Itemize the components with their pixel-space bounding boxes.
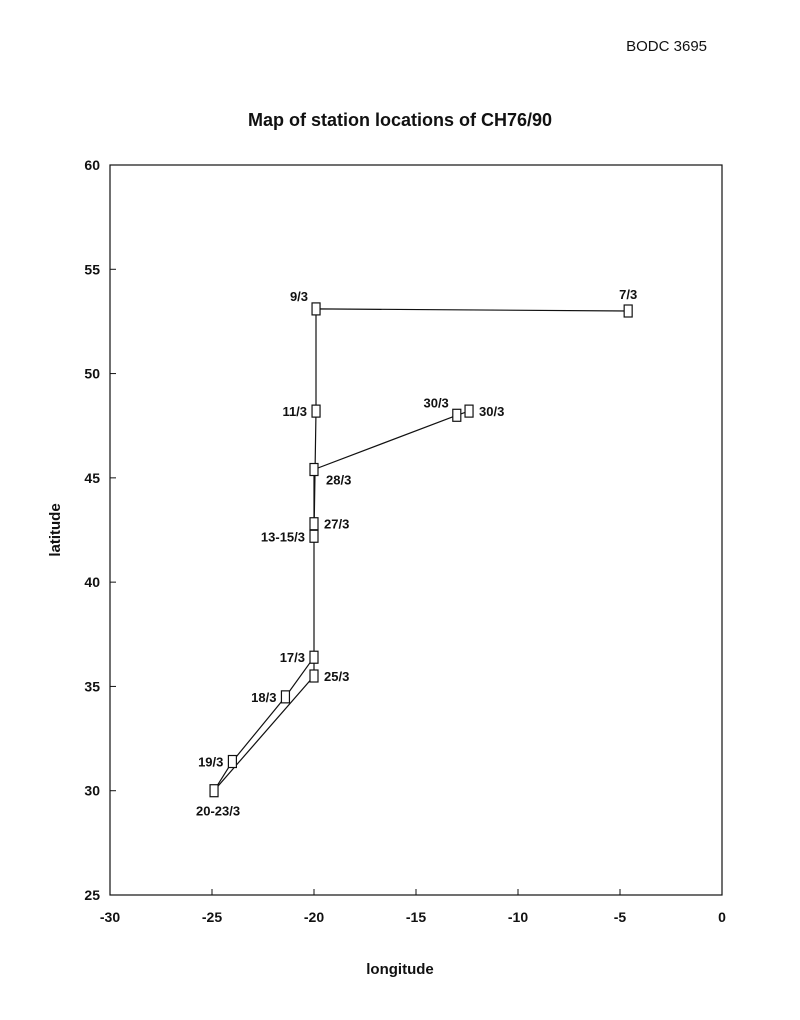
station-label: 7/3: [619, 287, 637, 302]
document-reference: BODC 3695: [626, 38, 707, 55]
station-label: 13-15/3: [261, 529, 305, 544]
station-marker: [227, 754, 237, 769]
station-marker: [309, 669, 319, 683]
station-label: 30/3: [423, 395, 448, 410]
station-label: 11/3: [282, 404, 307, 419]
y-tick-label: 30: [84, 783, 100, 799]
y-tick-label: 45: [84, 470, 100, 486]
y-tick-label: 35: [84, 678, 100, 694]
x-tick-label: -5: [614, 909, 627, 925]
station-label: 25/3: [324, 669, 349, 684]
y-tick-label: 55: [84, 261, 100, 277]
station-label: 20-23/3: [196, 804, 240, 819]
station-marker: [464, 404, 474, 418]
x-tick-label: 0: [718, 909, 726, 925]
x-axis-label: longitude: [366, 961, 434, 978]
x-tick-label: -25: [202, 909, 222, 925]
x-axis: -30 -25 -20 -15 -10 -5 0: [100, 889, 726, 925]
station-label: 30/3: [479, 404, 504, 419]
station-marker: [311, 302, 321, 316]
station-marker: [309, 650, 319, 664]
station-marker: [309, 462, 319, 477]
station-label: 28/3: [326, 473, 351, 488]
y-tick-label: 60: [84, 157, 100, 173]
y-tick-label: 50: [84, 366, 100, 382]
y-axis-label: latitude: [47, 503, 64, 556]
y-tick-label: 40: [84, 574, 100, 590]
x-tick-label: -15: [406, 909, 426, 925]
x-tick-label: -30: [100, 909, 120, 925]
chart-title: Map of station locations of CH76/90: [247, 110, 553, 130]
station-marker: [452, 408, 462, 422]
station-marker: [309, 517, 319, 531]
station-marker: [309, 529, 319, 543]
station-marker: [623, 304, 633, 318]
y-tick-label: 25: [84, 887, 100, 903]
station-labels: 7/3 9/3 11/3 13-15/3 17/3 18/3 19/3 20-23/3 25/3…: [196, 287, 637, 819]
station-marker: [311, 404, 321, 418]
station-marker: [280, 690, 291, 704]
y-axis: 25 30 35 40 45 50 55 60: [84, 157, 116, 903]
station-label: 18/3: [251, 690, 276, 705]
station-label: 27/3: [324, 517, 349, 532]
station-label: 9/3: [290, 289, 308, 304]
x-tick-label: -20: [304, 909, 324, 925]
station-marker: [209, 784, 219, 798]
track-line: [213, 308, 629, 792]
x-tick-label: -10: [508, 909, 528, 925]
cruise-track: [213, 308, 629, 792]
plot-frame: [109, 164, 723, 896]
station-label: 19/3: [198, 755, 223, 770]
station-markers: [209, 302, 633, 798]
station-label: 17/3: [280, 650, 305, 665]
